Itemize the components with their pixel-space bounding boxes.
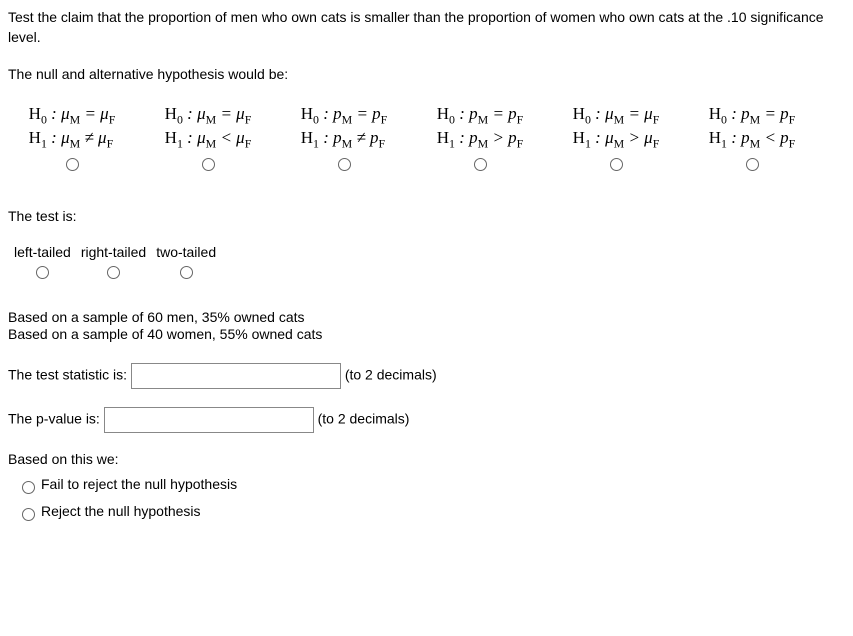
conclusion-radio-reject[interactable] — [22, 508, 35, 521]
conclusion-label-reject: Reject the null hypothesis — [41, 503, 201, 519]
tail-label-right: right-tailed — [81, 244, 146, 260]
hypothesis-option-4[interactable]: H0 : pM = pF H1 : pM > pF — [416, 103, 544, 171]
test-statistic-row: The test statistic is: (to 2 decimals) — [8, 363, 845, 389]
hypothesis-radio-2[interactable] — [202, 158, 215, 171]
hypothesis-radio-5[interactable] — [610, 158, 623, 171]
hypothesis-text: H0 : pM = pF H1 : pM > pF — [437, 103, 524, 152]
conclusion-option-reject[interactable]: Reject the null hypothesis — [22, 502, 845, 521]
hypothesis-text: H0 : pM = pF H1 : pM ≠ pF — [301, 103, 388, 152]
conclusion-options: Fail to reject the null hypothesis Rejec… — [22, 475, 845, 521]
tail-options: left-tailed right-tailed two-tailed — [14, 244, 845, 279]
intro-text: Test the claim that the proportion of me… — [8, 8, 845, 47]
hypothesis-radio-3[interactable] — [338, 158, 351, 171]
sample-info-1: Based on a sample of 60 men, 35% owned c… — [8, 309, 845, 325]
test-statistic-label: The test statistic is: — [8, 367, 131, 383]
hypothesis-radio-1[interactable] — [66, 158, 79, 171]
pvalue-label: The p-value is: — [8, 411, 104, 427]
decimals-hint-2: (to 2 decimals) — [318, 411, 410, 427]
hypothesis-option-3[interactable]: H0 : pM = pF H1 : pM ≠ pF — [280, 103, 408, 171]
conclusion-option-fail[interactable]: Fail to reject the null hypothesis — [22, 475, 845, 494]
hypothesis-radio-4[interactable] — [474, 158, 487, 171]
hypothesis-text: H0 : μM = μF H1 : μM > μF — [573, 103, 660, 152]
sample-info-2: Based on a sample of 40 women, 55% owned… — [8, 325, 845, 345]
tail-option-left[interactable]: left-tailed — [14, 244, 71, 279]
tail-label-two: two-tailed — [156, 244, 216, 260]
tail-option-two[interactable]: two-tailed — [156, 244, 216, 279]
test-is-label: The test is: — [8, 207, 845, 227]
hypothesis-text: H0 : pM = pF H1 : pM < pF — [709, 103, 796, 152]
pvalue-input[interactable] — [104, 407, 314, 433]
tail-radio-right[interactable] — [107, 266, 120, 279]
conclusion-radio-fail[interactable] — [22, 481, 35, 494]
hypothesis-text: H0 : μM = μF H1 : μM < μF — [165, 103, 252, 152]
tail-radio-two[interactable] — [180, 266, 193, 279]
hypothesis-option-5[interactable]: H0 : μM = μF H1 : μM > μF — [552, 103, 680, 171]
test-statistic-input[interactable] — [131, 363, 341, 389]
hypothesis-prompt: The null and alternative hypothesis woul… — [8, 65, 845, 85]
conclusion-label-fail: Fail to reject the null hypothesis — [41, 476, 237, 492]
hypothesis-text: H0 : μM = μF H1 : μM ≠ μF — [29, 103, 116, 152]
hypothesis-option-6[interactable]: H0 : pM = pF H1 : pM < pF — [688, 103, 816, 171]
hypothesis-option-2[interactable]: H0 : μM = μF H1 : μM < μF — [144, 103, 272, 171]
hypothesis-option-1[interactable]: H0 : μM = μF H1 : μM ≠ μF — [8, 103, 136, 171]
tail-radio-left[interactable] — [36, 266, 49, 279]
pvalue-row: The p-value is: (to 2 decimals) — [8, 407, 845, 433]
hypothesis-radio-6[interactable] — [746, 158, 759, 171]
tail-option-right[interactable]: right-tailed — [81, 244, 146, 279]
tail-label-left: left-tailed — [14, 244, 71, 260]
hypothesis-options: H0 : μM = μF H1 : μM ≠ μF H0 : μM = μF H… — [8, 103, 845, 171]
decimals-hint-1: (to 2 decimals) — [345, 367, 437, 383]
conclusion-label: Based on this we: — [8, 451, 845, 467]
